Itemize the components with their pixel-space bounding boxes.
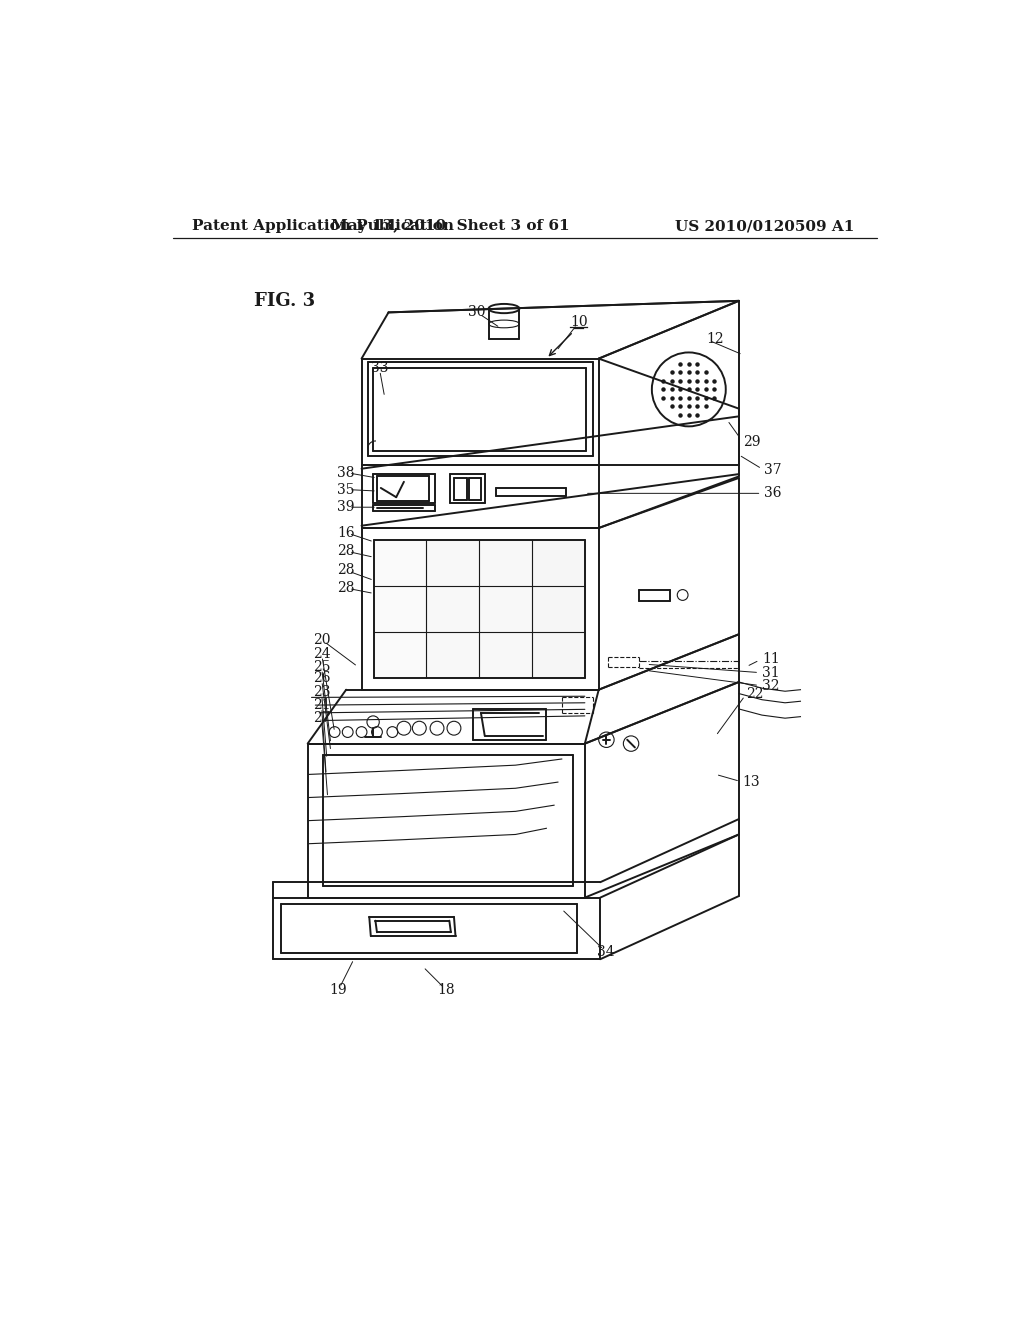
Text: 29: 29 xyxy=(742,434,760,449)
Text: 28: 28 xyxy=(338,581,355,595)
Text: 31: 31 xyxy=(762,665,779,680)
Text: 19: 19 xyxy=(330,983,347,997)
Text: 38: 38 xyxy=(338,466,355,479)
Text: 12: 12 xyxy=(707,333,724,346)
Text: 20: 20 xyxy=(312,632,331,647)
Text: 37: 37 xyxy=(764,463,782,478)
Text: 23: 23 xyxy=(312,685,331,700)
Text: 30: 30 xyxy=(468,305,485,319)
Text: 16: 16 xyxy=(337,525,355,540)
Text: 28: 28 xyxy=(338,564,355,577)
Text: 24: 24 xyxy=(312,647,331,660)
Text: 35: 35 xyxy=(338,483,355,496)
Text: 21: 21 xyxy=(312,698,331,711)
Text: 28: 28 xyxy=(338,544,355,558)
Text: 34: 34 xyxy=(597,945,614,958)
Text: 39: 39 xyxy=(338,500,355,515)
Text: US 2010/0120509 A1: US 2010/0120509 A1 xyxy=(675,219,854,234)
Text: 22: 22 xyxy=(746,686,764,701)
Text: 33: 33 xyxy=(371,360,388,375)
Text: May 13, 2010  Sheet 3 of 61: May 13, 2010 Sheet 3 of 61 xyxy=(331,219,569,234)
Text: 18: 18 xyxy=(437,983,455,997)
Text: 27: 27 xyxy=(312,711,331,725)
Text: 10: 10 xyxy=(570,315,588,330)
Text: 13: 13 xyxy=(742,775,761,789)
Text: 26: 26 xyxy=(312,671,331,685)
Text: 36: 36 xyxy=(764,486,781,500)
Text: 32: 32 xyxy=(762,678,779,693)
Text: FIG. 3: FIG. 3 xyxy=(254,292,315,310)
Text: 11: 11 xyxy=(762,652,779,665)
Text: Patent Application Publication: Patent Application Publication xyxy=(193,219,455,234)
Text: 25: 25 xyxy=(312,660,331,673)
